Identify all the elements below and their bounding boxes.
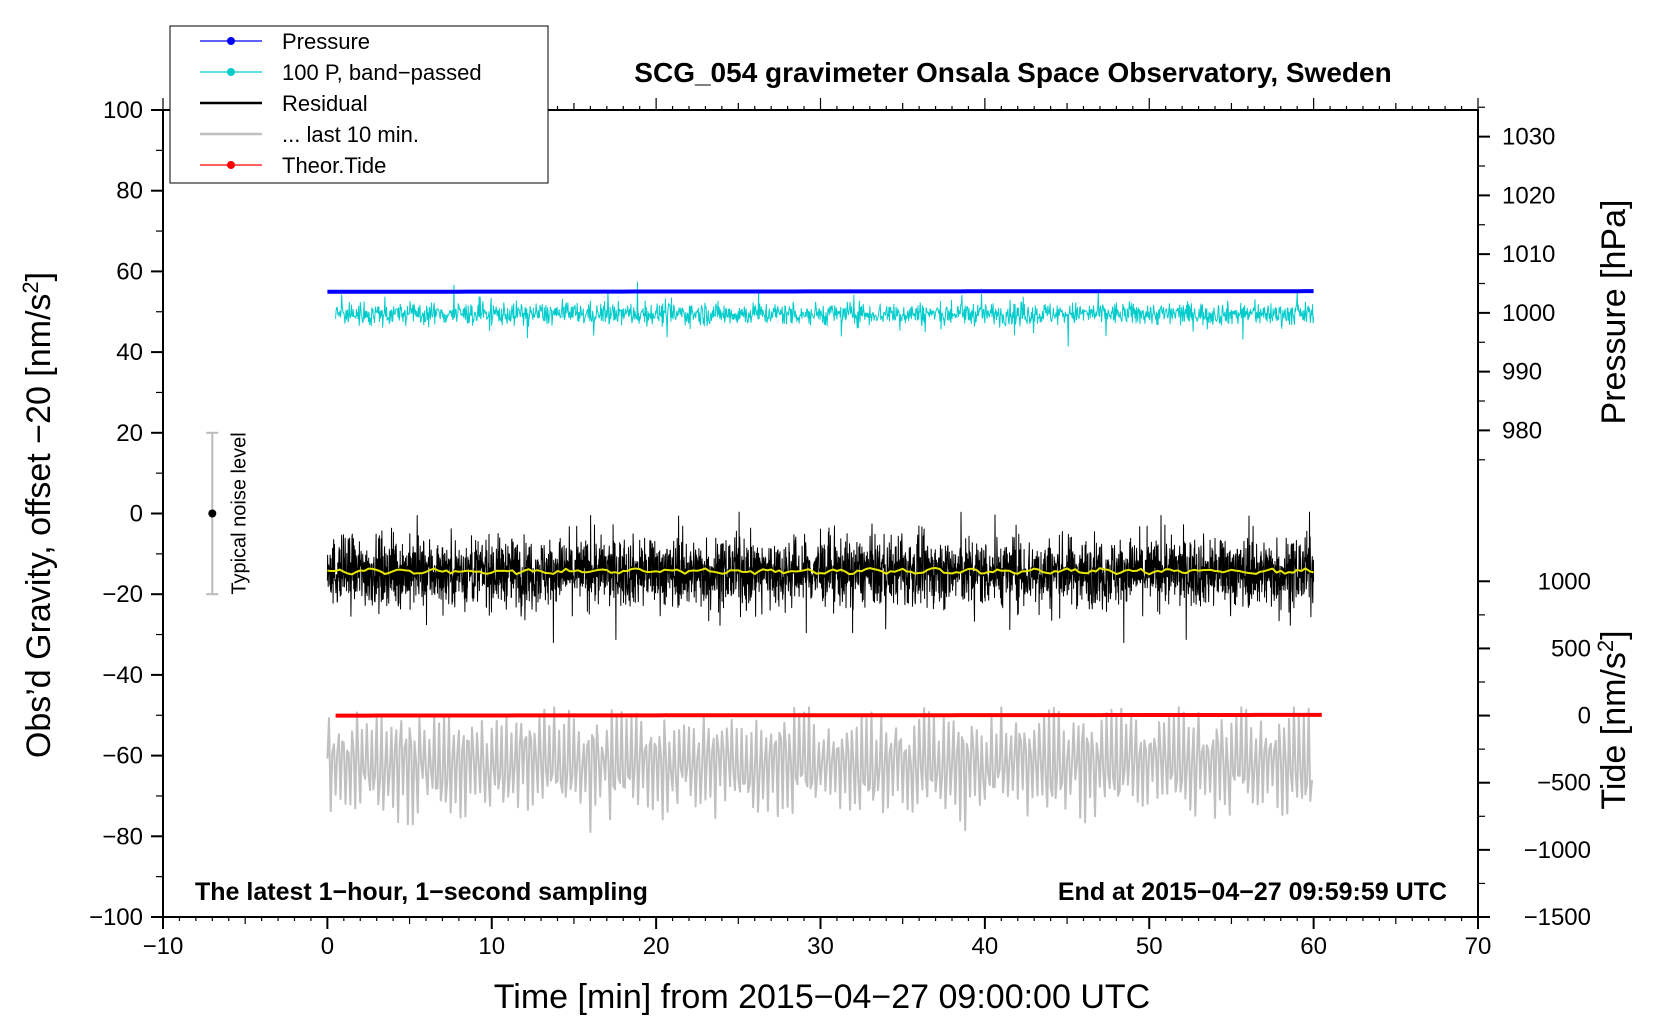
tide-tick-label: −1000 [1524,837,1591,864]
x-axis-title: Time [min] from 2015−04−27 09:00:00 UTC [494,978,1150,1016]
x-tick-label: 50 [1136,933,1163,960]
y-tick-label: −20 [102,581,143,608]
pressure-tick-label: 990 [1502,359,1542,386]
x-tick-label: 60 [1300,933,1327,960]
y-axis-title-left-main: Obs’d Gravity, offset −20 [nm/s [20,294,58,759]
legend-label: 100 P, band−passed [282,60,482,85]
noise-bar-group: Typical noise level [206,431,250,596]
x-tick-label: 40 [972,933,999,960]
y-axis-title-left-sup: 2 [18,281,43,293]
series-residual [326,511,1315,644]
legend-label: ... last 10 min. [282,122,419,147]
y-axis-title-left-end: ] [20,272,58,281]
noise-bar-label: Typical noise level [228,432,250,594]
series-layer [326,281,1322,833]
y-tick-label: −60 [102,743,143,770]
y-tick-label: −40 [102,662,143,689]
y-tick-label: 40 [116,339,143,366]
x-tick-label: 30 [807,933,834,960]
x-tick-label: 10 [478,933,505,960]
series-residual-smoothed [327,567,1314,576]
tick-layer: −10 0 10 20 30 40 50 60 70−100−80−60−40−20020406… [89,97,1591,960]
legend-swatch-dot [227,161,235,169]
pressure-tick-label: 1010 [1502,241,1555,268]
y-tick-label: 0 [130,501,143,528]
y-axis-title-left: Obs’d Gravity, offset −20 [nm/s2] [18,272,59,758]
series-theor-tide [335,712,1322,718]
legend-items: Pressure 100 P, band−passed Residual ... la… [200,29,482,178]
legend-label: Theor.Tide [282,153,386,178]
pressure-tick-label: 1020 [1502,182,1555,209]
tide-axis-title-sup: 2 [1593,640,1618,652]
tide-tick-label: −500 [1537,770,1591,797]
legend-swatch-dot [227,68,235,76]
pressure-tick-label: 980 [1502,417,1542,444]
legend: Pressure 100 P, band−passed Residual ... la… [169,25,549,184]
y-tick-label: −100 [89,904,143,931]
x-tick-label: 70 [1465,933,1492,960]
tide-axis-title-end: ] [1595,630,1633,639]
series-pressure-band-passed [335,281,1315,347]
pressure-tick-label: 1030 [1502,124,1555,151]
chart-title: SCG_054 gravimeter Onsala Space Observat… [634,57,1391,88]
x-tick-label: 0 [321,933,334,960]
pressure-tick-label: 1000 [1502,300,1555,327]
y-tick-label: 20 [116,420,143,447]
noise-bar-center-dot [208,509,217,518]
series-last-10-min [326,706,1313,833]
tide-axis-title: Tide [nm/s2] [1593,630,1634,809]
tide-tick-label: 0 [1578,703,1591,730]
y-tick-label: 80 [116,178,143,205]
legend-label: Pressure [282,29,370,54]
annotation-bottom-left: The latest 1−hour, 1−second sampling [195,878,648,906]
y-tick-label: 100 [103,97,143,124]
y-tick-label: −80 [102,823,143,850]
pressure-axis-title: Pressure [hPa] [1595,200,1633,425]
x-tick-label: −10 [143,933,184,960]
series-pressure [327,289,1314,294]
tide-axis-title-main: Tide [nm/s [1595,652,1633,809]
legend-label: Residual [282,91,368,116]
legend-swatch-dot [227,37,235,45]
tide-tick-label: −1500 [1524,904,1591,931]
tide-tick-label: 500 [1551,635,1591,662]
legend-box [169,25,549,184]
annotation-bottom-right: End at 2015−04−27 09:59:59 UTC [1058,878,1447,906]
x-tick-label: 20 [643,933,670,960]
y-tick-label: 60 [116,258,143,285]
tide-tick-label: 1000 [1538,568,1591,595]
